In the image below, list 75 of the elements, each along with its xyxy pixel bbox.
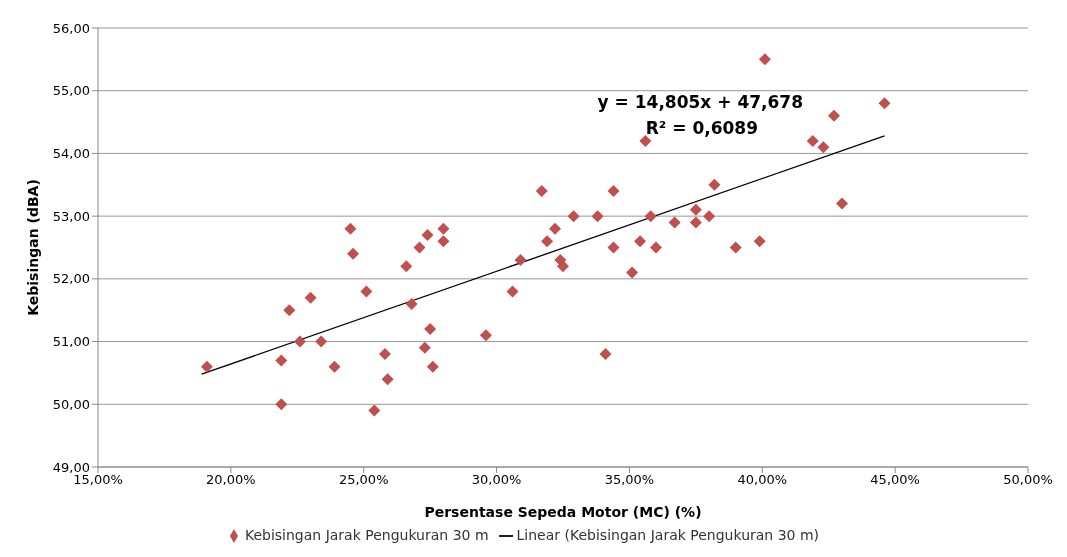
y-tick-label: 53,00 bbox=[52, 208, 90, 224]
point bbox=[599, 348, 612, 361]
x-tick-label: 20,00% bbox=[206, 472, 256, 488]
point bbox=[535, 185, 548, 198]
point bbox=[703, 210, 716, 223]
x-tick-label: 25,00% bbox=[338, 472, 389, 488]
point bbox=[315, 335, 328, 348]
point bbox=[668, 216, 681, 229]
point bbox=[644, 210, 657, 223]
point bbox=[275, 398, 288, 411]
point bbox=[729, 241, 742, 254]
point bbox=[400, 260, 413, 273]
point bbox=[828, 109, 841, 122]
point bbox=[817, 141, 830, 154]
point bbox=[275, 354, 288, 367]
legend-label: Kebisingan Jarak Pengukuran 30 m bbox=[244, 527, 489, 543]
y-tick-label: 49,00 bbox=[52, 459, 90, 475]
point bbox=[328, 360, 341, 373]
point bbox=[293, 335, 306, 348]
point bbox=[200, 360, 213, 373]
y-tick-label: 56,00 bbox=[52, 20, 90, 36]
x-tick-label: 35,00% bbox=[604, 472, 655, 488]
point bbox=[437, 235, 450, 248]
point bbox=[424, 323, 437, 336]
point bbox=[541, 235, 554, 248]
point bbox=[626, 266, 639, 279]
point bbox=[514, 254, 527, 267]
point bbox=[360, 285, 373, 298]
point bbox=[634, 235, 647, 248]
point bbox=[381, 373, 394, 386]
y-tick-label: 54,00 bbox=[52, 146, 90, 162]
point bbox=[758, 53, 771, 66]
point bbox=[368, 404, 381, 417]
point bbox=[304, 291, 317, 304]
annotation: y = 14,805x + 47,678 bbox=[597, 92, 803, 112]
point bbox=[378, 348, 391, 361]
y-tick-label: 50,00 bbox=[52, 396, 90, 412]
y-axis-title: Kebisingan (dBA) bbox=[24, 179, 41, 316]
annotation: R² = 0,6089 bbox=[645, 118, 758, 138]
point bbox=[557, 260, 569, 273]
point bbox=[479, 329, 492, 342]
point bbox=[591, 210, 604, 223]
point bbox=[650, 241, 662, 254]
point bbox=[878, 97, 891, 110]
point bbox=[506, 285, 519, 298]
point bbox=[283, 304, 296, 317]
point bbox=[607, 241, 620, 254]
point bbox=[708, 178, 721, 191]
y-tick-label: 51,00 bbox=[52, 334, 90, 350]
point bbox=[347, 247, 360, 260]
point bbox=[421, 228, 434, 241]
point bbox=[753, 235, 766, 248]
x-tick-label: 45,00% bbox=[870, 472, 920, 488]
y-tick-label: 55,00 bbox=[52, 83, 90, 99]
point bbox=[607, 185, 620, 198]
x-tick-label: 40,00% bbox=[737, 472, 788, 488]
point bbox=[437, 222, 450, 235]
point bbox=[689, 203, 702, 216]
point bbox=[806, 134, 819, 147]
point bbox=[426, 360, 439, 373]
point bbox=[413, 241, 426, 254]
y-tick-label: 52,00 bbox=[52, 271, 90, 287]
point bbox=[567, 210, 580, 223]
point bbox=[836, 197, 848, 210]
point bbox=[549, 222, 562, 235]
x-tick-label: 30,00% bbox=[471, 472, 522, 488]
legend-label: Linear (Kebisingan Jarak Pengukuran 30 m) bbox=[516, 527, 820, 543]
x-axis-title: Persentase Sepeda Motor (MC) (%) bbox=[424, 504, 702, 520]
point bbox=[418, 341, 431, 354]
point bbox=[405, 297, 418, 310]
x-tick-label: 50,00% bbox=[1003, 472, 1053, 488]
x-tick-label: 15,00% bbox=[73, 472, 123, 488]
point bbox=[689, 216, 702, 229]
point bbox=[639, 134, 652, 147]
point bbox=[344, 222, 357, 235]
